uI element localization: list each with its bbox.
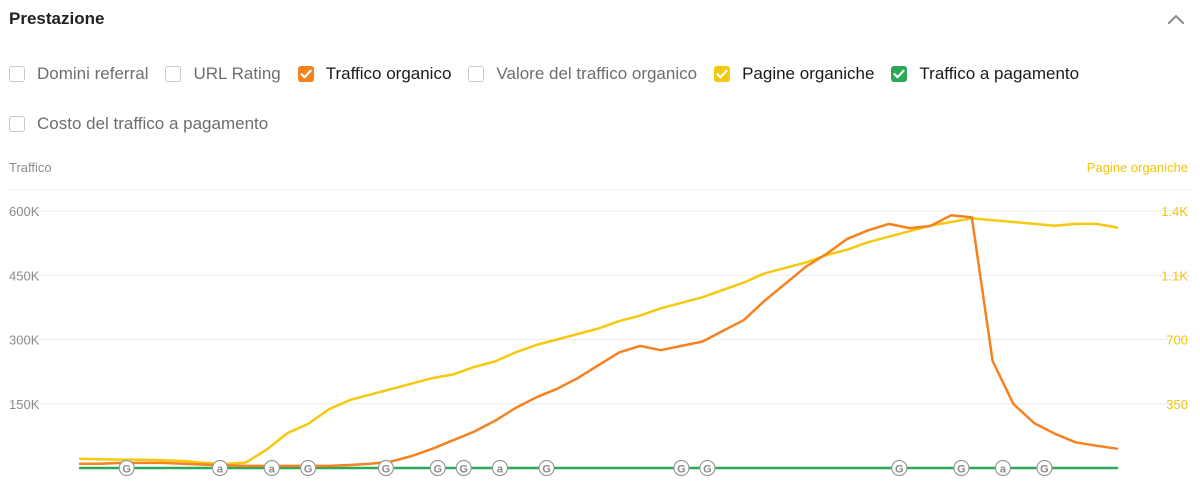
annotation-label: G [895,464,904,476]
right-axis-title: Pagine organiche [1086,160,1188,175]
annotation-marker [263,459,280,477]
annotation-label: G [304,464,313,476]
left-tick-label: 600K [9,204,40,219]
option-traffico-a-pagamento[interactable]: Traffico a pagamento [891,64,1079,84]
option-label: Pagine organiche [742,64,875,83]
annotation-label: G [122,464,131,476]
annotation-label: G [957,464,966,476]
checkbox-icon[interactable] [9,116,25,132]
left-tick-label: 300K [9,333,40,348]
annotation-label: a [217,464,224,476]
annotation-label: a [497,464,504,476]
annotation-marker [953,459,970,477]
annotation-marker [994,459,1012,477]
series-line-pagine-organiche [78,217,1119,466]
option-domini-referral[interactable]: Domini referral [9,64,148,84]
option-label: Valore del traffico organico [496,64,698,83]
checkbox-checked-icon[interactable] [714,66,731,82]
annotation-marker [1036,459,1053,477]
annotation-marker [429,459,446,477]
option-label: URL Rating [193,64,281,83]
right-tick-label: 1.1K [1161,268,1188,283]
annotation-label: a [1000,464,1007,476]
annotation-label: G [382,464,391,476]
annotation-label: G [677,464,686,476]
annotation-marker [211,459,229,477]
annotation-label: G [542,464,551,476]
left-tick-label: 450K [9,268,40,283]
checkbox-checked-icon[interactable] [297,66,314,82]
left-axis-title: Traffico [9,160,52,175]
options-row-2: Costo del traffico a pagamento [9,110,1194,138]
annotation-marker [673,459,690,477]
option-label: Costo del traffico a pagamento [37,114,269,133]
annotation-marker [699,459,716,477]
annotation-label: G [1040,464,1049,476]
annotation-marker [118,459,135,477]
annotation-marker [377,459,395,477]
annotation-label: G [703,464,712,476]
annotation-label: G [433,464,442,476]
series-line-traffico-organico [78,214,1119,468]
right-tick-label: 350 [1166,397,1188,412]
option-label: Domini referral [37,64,149,83]
annotation-marker [538,459,555,477]
option-pagine-organiche[interactable]: Pagine organiche [714,64,874,84]
options-row-1: Domini referral URL Rating Traffico organi… [9,60,1194,88]
option-traffico-organico[interactable]: Traffico organico [297,64,452,84]
checkbox-icon[interactable] [9,66,25,82]
right-tick-label: 1.4K [1161,204,1188,219]
right-tick-label: 700 [1166,333,1188,348]
option-costo-del-traffico-a-pagamento[interactable]: Costo del traffico a pagamento [9,114,268,134]
annotation-label: a [269,464,276,476]
option-url-rating[interactable]: URL Rating [165,64,281,84]
option-label: Traffico organico [325,64,452,83]
annotation-label: G [459,464,468,476]
annotation-marker [455,459,472,477]
chevron-up-icon[interactable] [1164,8,1188,32]
option-label: Traffico a pagamento [919,64,1080,83]
checkbox-checked-icon[interactable] [891,66,908,82]
annotation-marker [891,459,908,477]
panel-title: Prestazione [9,9,105,28]
option-valore-del-traffico-organico[interactable]: Valore del traffico organico [468,64,697,84]
annotation-marker [300,459,317,477]
series-options: Domini referral URL Rating Traffico organi… [9,60,1194,160]
left-tick-label: 150K [9,397,40,412]
annotation-marker [491,459,509,477]
checkbox-icon[interactable] [165,66,182,82]
checkbox-icon[interactable] [468,66,485,82]
